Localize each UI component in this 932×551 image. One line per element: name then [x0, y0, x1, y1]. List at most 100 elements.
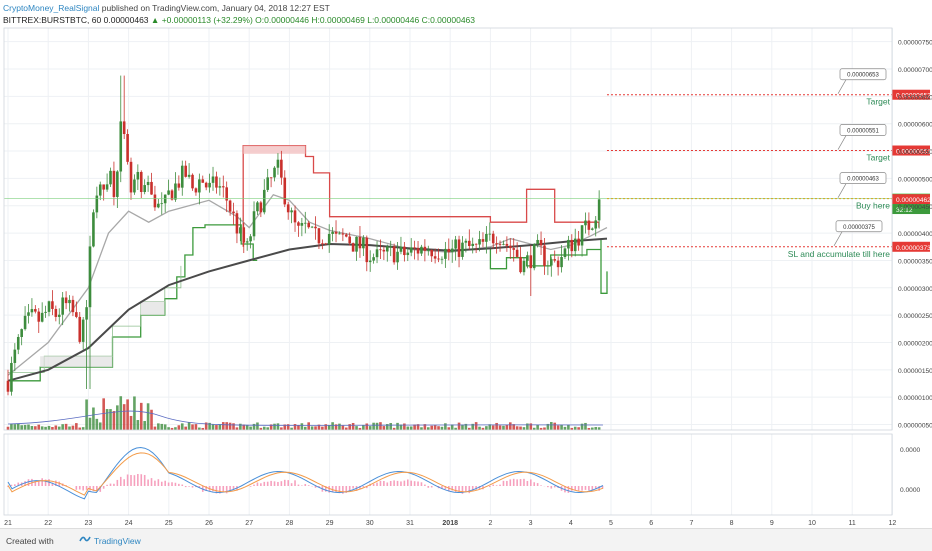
volume-bar	[75, 423, 78, 430]
volume-bar	[68, 426, 71, 430]
macd-histogram-bar	[465, 486, 467, 491]
y-tick-label: 0.00000700	[898, 67, 932, 74]
macd-histogram-bar	[140, 474, 142, 486]
macd-histogram-bar	[574, 486, 576, 490]
volume-bar	[376, 423, 379, 430]
x-tick-label: 2	[488, 520, 492, 527]
candle-body	[198, 179, 201, 192]
x-tick-label: 8	[730, 520, 734, 527]
volume-bar	[338, 424, 341, 430]
candle-body	[424, 247, 427, 251]
candle-body	[571, 240, 574, 251]
candle-body	[519, 257, 522, 272]
volume-bar	[557, 425, 560, 430]
macd-histogram-bar	[424, 485, 426, 486]
macd-histogram-bar	[151, 478, 153, 486]
macd-histogram-bar	[127, 474, 129, 486]
y-tick-label: 0.00000200	[898, 340, 932, 347]
volume-bar	[232, 423, 235, 430]
volume-bar	[389, 423, 392, 430]
candle-body	[335, 232, 338, 234]
macd-histogram-bar	[547, 486, 549, 487]
candle-body	[372, 257, 375, 260]
volume-bar	[130, 416, 133, 430]
candle-body	[499, 244, 502, 245]
volume-bar	[31, 426, 34, 430]
candle-body	[396, 252, 399, 263]
candle-body	[82, 320, 85, 342]
macd-histogram-bar	[117, 480, 119, 486]
x-tick-label: 3	[529, 520, 533, 527]
volume-bar	[263, 427, 266, 430]
candle-body	[260, 202, 263, 212]
x-tick-label: 25	[165, 520, 173, 527]
candle-body	[567, 240, 570, 249]
volume-bar	[85, 399, 88, 430]
volume-bar	[215, 425, 218, 430]
candle-body	[400, 247, 403, 252]
candle-body	[256, 202, 259, 211]
volume-bar	[24, 425, 27, 430]
macd-histogram-bar	[509, 479, 511, 486]
candle-body	[34, 309, 37, 312]
macd-histogram-bar	[106, 485, 108, 486]
macd-pane	[7, 448, 603, 499]
volume-bar	[560, 425, 563, 430]
volume-bar	[321, 427, 324, 430]
candle-body	[287, 204, 290, 212]
volume-bar	[499, 425, 502, 430]
volume-bar	[307, 422, 310, 430]
candle-body	[123, 121, 126, 134]
macd-histogram-bar	[520, 479, 522, 486]
volume-bar	[420, 427, 423, 430]
candle-body	[427, 250, 430, 251]
volume-bar	[369, 426, 372, 430]
candle-body	[239, 227, 242, 233]
volume-bar	[154, 427, 157, 430]
macd-histogram-bar	[274, 481, 276, 486]
candle-body	[178, 183, 181, 187]
candle-body	[195, 188, 198, 192]
volume-bar	[72, 426, 75, 430]
volume-bar	[475, 422, 478, 430]
volume-bar	[584, 423, 587, 430]
volume-bar	[553, 423, 556, 430]
volume-bar	[17, 424, 20, 430]
x-tick-label: 26	[205, 520, 213, 527]
volume-bar	[225, 422, 228, 430]
candle-body	[482, 239, 485, 242]
level-label: SL and accumulate till here	[788, 249, 890, 259]
candle-body	[369, 261, 372, 263]
macd-histogram-bar	[188, 486, 190, 487]
macd-histogram-bar	[554, 486, 556, 487]
candle-body	[311, 227, 314, 228]
candle-body	[328, 234, 331, 244]
candle-body	[137, 172, 140, 180]
macd-histogram-bar	[523, 479, 525, 486]
candle-body	[160, 203, 163, 204]
macd-histogram-bar	[431, 486, 433, 487]
candle-body	[406, 253, 409, 255]
volume-bar	[526, 423, 529, 430]
candle-body	[581, 225, 584, 245]
x-tick-label: 4	[569, 520, 573, 527]
candle-body	[113, 171, 116, 197]
price-chart[interactable]: 0.00000653Target0.000006520.00000551Targ…	[0, 0, 932, 528]
candle-body	[345, 235, 348, 237]
volume-bar	[509, 422, 512, 430]
volume-bar	[485, 426, 488, 430]
tradingview-brand[interactable]: TradingView	[94, 536, 141, 546]
volume-bar	[437, 426, 440, 430]
candle-body	[102, 184, 105, 189]
candle-body	[584, 221, 587, 226]
candle-body	[324, 243, 327, 244]
candle-body	[41, 313, 44, 322]
volume-bar	[430, 426, 433, 430]
candle-body	[143, 185, 146, 192]
macd-histogram-bar	[253, 485, 255, 486]
x-tick-label: 23	[85, 520, 93, 527]
volume-bar	[181, 423, 184, 430]
macd-histogram-bar	[287, 480, 289, 486]
candle-body	[17, 337, 20, 350]
macd-histogram-bar	[551, 486, 553, 489]
